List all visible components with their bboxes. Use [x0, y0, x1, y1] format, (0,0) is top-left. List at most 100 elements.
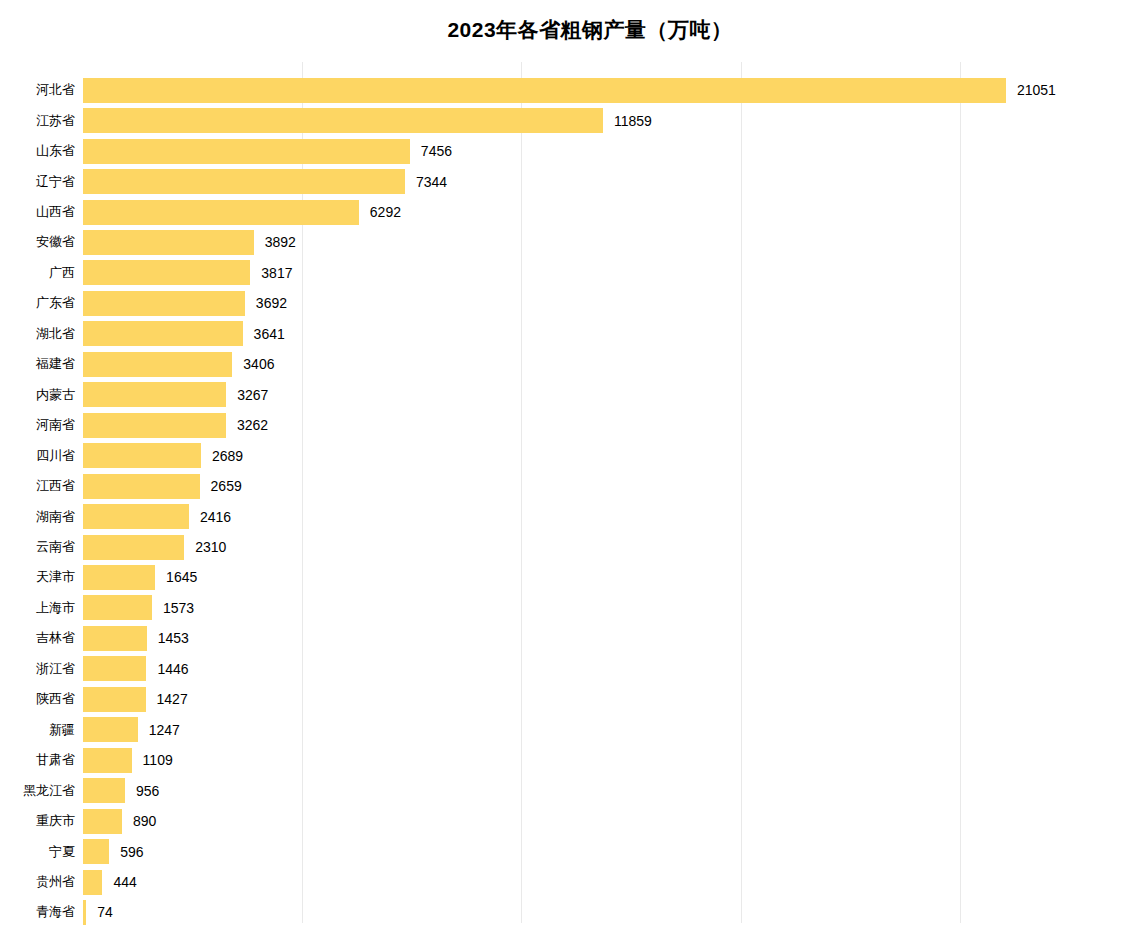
value-label: 3267 [237, 387, 268, 403]
value-label: 1247 [149, 722, 180, 738]
category-label: 河南省 [0, 416, 75, 434]
chart-row: 山西省 6292 [0, 197, 1126, 227]
bar [83, 595, 152, 620]
chart-row: 江西省 2659 [0, 471, 1126, 501]
value-label: 3641 [254, 326, 285, 342]
value-label: 2659 [211, 478, 242, 494]
value-label: 444 [113, 874, 136, 890]
chart-row: 河南省 3262 [0, 410, 1126, 440]
category-label: 吉林省 [0, 629, 75, 647]
chart-row: 福建省 3406 [0, 349, 1126, 379]
category-label: 安徽省 [0, 233, 75, 251]
value-label: 3692 [256, 295, 287, 311]
bar [83, 656, 146, 681]
value-label: 1427 [157, 691, 188, 707]
bar [83, 748, 132, 773]
bar [83, 443, 201, 468]
chart-row: 云南省 2310 [0, 532, 1126, 562]
value-label: 3892 [265, 234, 296, 250]
category-label: 广东省 [0, 294, 75, 312]
value-label: 3817 [261, 265, 292, 281]
bar [83, 870, 102, 895]
chart-row: 青海省 74 [0, 897, 1126, 927]
bar [83, 809, 122, 834]
value-label: 2310 [195, 539, 226, 555]
chart-row: 天津市 1645 [0, 562, 1126, 592]
category-label: 陕西省 [0, 690, 75, 708]
bar [83, 260, 250, 285]
value-label: 890 [133, 813, 156, 829]
category-label: 浙江省 [0, 660, 75, 678]
value-label: 21051 [1017, 82, 1056, 98]
category-label: 广西 [0, 264, 75, 282]
chart-row: 贵州省 444 [0, 867, 1126, 897]
chart-row: 宁夏 596 [0, 836, 1126, 866]
chart-row: 辽宁省 7344 [0, 166, 1126, 196]
category-label: 上海市 [0, 599, 75, 617]
category-label: 河北省 [0, 81, 75, 99]
category-label: 江苏省 [0, 112, 75, 130]
bar [83, 687, 146, 712]
bar [83, 839, 109, 864]
value-label: 596 [120, 844, 143, 860]
category-label: 四川省 [0, 447, 75, 465]
chart-row: 安徽省 3892 [0, 227, 1126, 257]
bar [83, 200, 359, 225]
bar [83, 778, 125, 803]
bar [83, 565, 155, 590]
chart-row: 山东省 7456 [0, 136, 1126, 166]
category-label: 湖南省 [0, 508, 75, 526]
chart-row: 陕西省 1427 [0, 684, 1126, 714]
value-label: 956 [136, 783, 159, 799]
chart-row: 江苏省 11859 [0, 105, 1126, 135]
bar [83, 900, 86, 925]
value-label: 7456 [421, 143, 452, 159]
bar [83, 321, 243, 346]
chart-row: 广西 3817 [0, 258, 1126, 288]
bar [83, 169, 405, 194]
bar [83, 474, 200, 499]
bar [83, 230, 254, 255]
bar [83, 626, 147, 651]
chart-row: 四川省 2689 [0, 440, 1126, 470]
bar [83, 78, 1006, 103]
value-label: 1573 [163, 600, 194, 616]
bar [83, 139, 410, 164]
value-label: 3406 [243, 356, 274, 372]
chart-row: 湖北省 3641 [0, 319, 1126, 349]
chart-row: 重庆市 890 [0, 806, 1126, 836]
category-label: 甘肃省 [0, 751, 75, 769]
category-label: 湖北省 [0, 325, 75, 343]
chart-row: 上海市 1573 [0, 593, 1126, 623]
value-label: 1109 [143, 752, 173, 768]
chart-row: 广东省 3692 [0, 288, 1126, 318]
bar [83, 504, 189, 529]
value-label: 1446 [157, 661, 188, 677]
plot-area: 河北省 21051 江苏省 11859 山东省 7456 辽宁省 7344 山西… [0, 0, 1126, 936]
value-label: 2689 [212, 448, 243, 464]
chart-row: 甘肃省 1109 [0, 745, 1126, 775]
bar [83, 535, 184, 560]
value-label: 1453 [158, 630, 189, 646]
category-label: 云南省 [0, 538, 75, 556]
category-label: 贵州省 [0, 873, 75, 891]
chart-row: 浙江省 1446 [0, 654, 1126, 684]
chart-row: 新疆 1247 [0, 715, 1126, 745]
bar [83, 413, 226, 438]
chart-row: 吉林省 1453 [0, 623, 1126, 653]
category-label: 福建省 [0, 355, 75, 373]
value-label: 1645 [166, 569, 197, 585]
category-label: 山东省 [0, 142, 75, 160]
bar [83, 291, 245, 316]
category-label: 山西省 [0, 203, 75, 221]
chart-row: 河北省 21051 [0, 75, 1126, 105]
value-label: 3262 [237, 417, 268, 433]
category-label: 青海省 [0, 903, 75, 921]
category-label: 黑龙江省 [0, 782, 75, 800]
bar [83, 717, 138, 742]
value-label: 6292 [370, 204, 401, 220]
chart-row: 湖南省 2416 [0, 501, 1126, 531]
value-label: 74 [97, 904, 113, 920]
value-label: 2416 [200, 509, 231, 525]
value-label: 7344 [416, 174, 447, 190]
